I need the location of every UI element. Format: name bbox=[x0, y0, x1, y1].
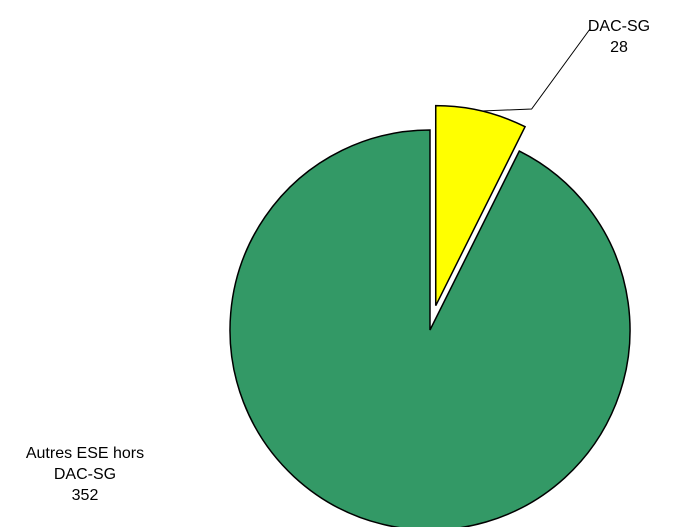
slice-name-label: DAC-SG bbox=[588, 18, 650, 35]
leader-line-dac-sg bbox=[481, 28, 591, 112]
slice-name-label: DAC-SG bbox=[54, 466, 116, 483]
leader-lines bbox=[481, 28, 591, 112]
slice-name-label: Autres ESE hors bbox=[26, 445, 144, 462]
pie-slice-autres-ese-hors-dac-sg bbox=[229, 129, 631, 527]
slice-value-label: 28 bbox=[610, 39, 628, 56]
pie-slices bbox=[229, 104, 631, 527]
slice-labels: DAC-SG 28 Autres ESE hors DAC-SG 352 bbox=[26, 18, 650, 504]
slice-value-label: 352 bbox=[72, 487, 99, 504]
label-dac-sg: DAC-SG 28 bbox=[588, 18, 650, 56]
label-autres-ese-hors-dac-sg: Autres ESE hors DAC-SG 352 bbox=[26, 445, 144, 504]
pie-slice-dac-sg bbox=[434, 104, 527, 307]
